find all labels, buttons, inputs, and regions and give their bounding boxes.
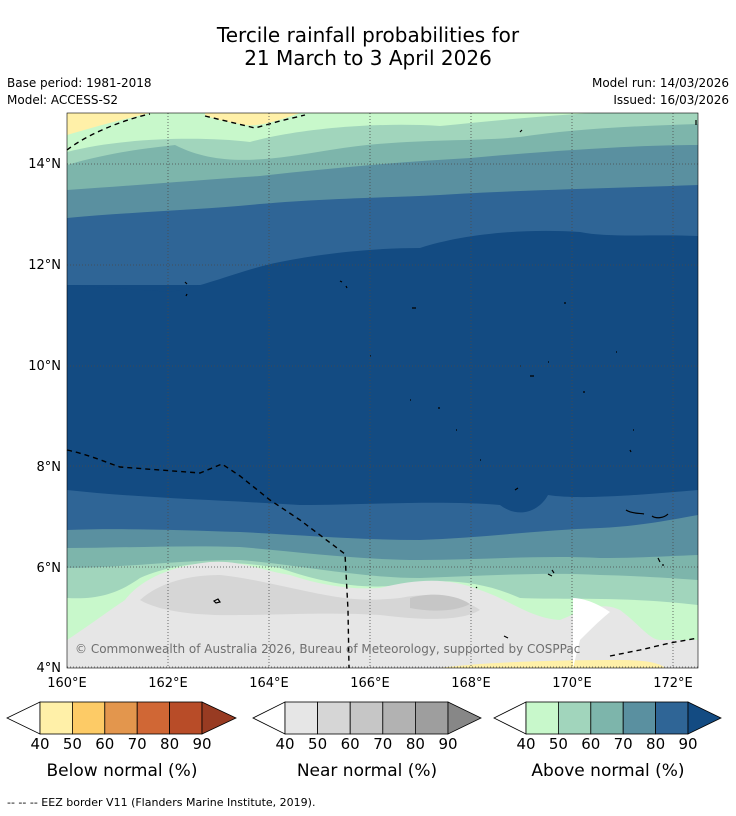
lon-label: 162°E bbox=[148, 676, 188, 691]
below-normal-patch-se bbox=[440, 660, 665, 668]
latitude-labels: 14°N 12°N 10°N 8°N 6°N 4°N bbox=[28, 157, 61, 676]
lat-label: 8°N bbox=[37, 460, 62, 475]
longitude-labels: 160°E 162°E 164°E 166°E 168°E 170°E 172°… bbox=[47, 676, 693, 691]
above-colorbar-tick: 60 bbox=[581, 735, 601, 753]
issued-date: Issued: 16/03/2026 bbox=[613, 93, 729, 107]
colorbars bbox=[6, 701, 722, 735]
below-colorbar-segment bbox=[39, 701, 73, 735]
above-colorbar-segment bbox=[590, 701, 624, 735]
near-colorbar-tick: 90 bbox=[438, 735, 458, 753]
above-colorbar-min-arrow bbox=[493, 701, 527, 735]
above-colorbar-segment bbox=[622, 701, 657, 735]
above-colorbar-tick: 80 bbox=[646, 735, 666, 753]
near-colorbar-min-arrow bbox=[252, 701, 286, 735]
above-colorbar-tick: 40 bbox=[516, 735, 536, 753]
below-colorbar-min-arrow bbox=[6, 701, 41, 735]
lat-label: 12°N bbox=[28, 258, 61, 273]
above-colorbar-tick: 90 bbox=[678, 735, 698, 753]
map-copyright: © Commonwealth of Australia 2026, Bureau… bbox=[75, 642, 580, 656]
above-90-region bbox=[67, 230, 698, 513]
below-colorbar-segment bbox=[169, 701, 203, 735]
below-normal-patch-nw bbox=[67, 113, 150, 135]
below-colorbar-segment bbox=[72, 701, 106, 735]
near-colorbar-tick: 70 bbox=[373, 735, 393, 753]
lat-label: 6°N bbox=[37, 561, 62, 576]
above-normal-label: Above normal (%) bbox=[531, 761, 685, 781]
title-line-2: 21 March to 3 April 2026 bbox=[244, 46, 492, 70]
lat-label: 4°N bbox=[37, 661, 62, 676]
near-normal-label: Near normal (%) bbox=[296, 761, 438, 781]
lon-label: 164°E bbox=[249, 676, 289, 691]
map-gridlines bbox=[67, 113, 698, 668]
below-normal-patch-north bbox=[205, 113, 300, 126]
lon-label: 172°E bbox=[653, 676, 693, 691]
map-frame bbox=[66, 112, 699, 669]
lat-label: 10°N bbox=[28, 359, 61, 374]
near-colorbar-segment bbox=[317, 701, 351, 735]
below-colorbar-tick: 90 bbox=[192, 735, 212, 753]
islands bbox=[184, 120, 697, 639]
near-normal-50-region bbox=[140, 575, 480, 619]
near-colorbar-tick: 80 bbox=[405, 735, 425, 753]
no-data-area-se bbox=[573, 598, 610, 668]
above-colorbar-max-arrow bbox=[687, 701, 722, 735]
near-colorbar-max-arrow bbox=[447, 701, 482, 735]
base-period: Base period: 1981-2018 bbox=[7, 76, 152, 90]
title-line-1: Tercile rainfall probabilities for bbox=[216, 23, 520, 47]
near-colorbar-tick: 60 bbox=[340, 735, 360, 753]
below-colorbar bbox=[6, 701, 237, 735]
eez-footnote: -- -- -- EEZ border V11 (Flanders Marine… bbox=[7, 796, 316, 809]
below-colorbar-segment bbox=[136, 701, 170, 735]
near-colorbar-segment bbox=[414, 701, 449, 735]
lon-label: 166°E bbox=[350, 676, 390, 691]
lat-label: 14°N bbox=[28, 157, 61, 172]
above-colorbar-segment bbox=[655, 701, 689, 735]
below-colorbar-tick: 40 bbox=[30, 735, 50, 753]
near-colorbar-tick: 40 bbox=[275, 735, 295, 753]
near-colorbar-segment bbox=[284, 701, 318, 735]
above-colorbar bbox=[493, 701, 722, 735]
below-colorbar-tick: 70 bbox=[127, 735, 147, 753]
lon-label: 168°E bbox=[451, 676, 491, 691]
near-colorbar-segment bbox=[349, 701, 384, 735]
below-colorbar-segment bbox=[104, 701, 138, 735]
model-run: Model run: 14/03/2026 bbox=[591, 76, 729, 90]
below-colorbar-max-arrow bbox=[201, 701, 237, 735]
near-colorbar-tick: 50 bbox=[308, 735, 328, 753]
below-colorbar-tick: 80 bbox=[160, 735, 180, 753]
below-colorbar-tick: 60 bbox=[95, 735, 115, 753]
forecast-map: © Commonwealth of Australia 2026, Bureau… bbox=[28, 112, 699, 691]
below-colorbar-tick: 50 bbox=[62, 735, 82, 753]
above-colorbar-segment bbox=[558, 701, 592, 735]
lon-label: 170°E bbox=[552, 676, 592, 691]
near-normal-60-patch bbox=[410, 594, 470, 611]
above-colorbar-tick: 50 bbox=[548, 735, 568, 753]
lon-label: 160°E bbox=[47, 676, 87, 691]
eez-borders bbox=[66, 113, 699, 669]
model-name: Model: ACCESS-S2 bbox=[7, 93, 119, 107]
below-normal-label: Below normal (%) bbox=[46, 761, 198, 781]
near-colorbar-segment bbox=[382, 701, 416, 735]
above-colorbar-segment bbox=[525, 701, 559, 735]
above-colorbar-tick: 70 bbox=[613, 735, 633, 753]
near-colorbar bbox=[252, 701, 482, 735]
